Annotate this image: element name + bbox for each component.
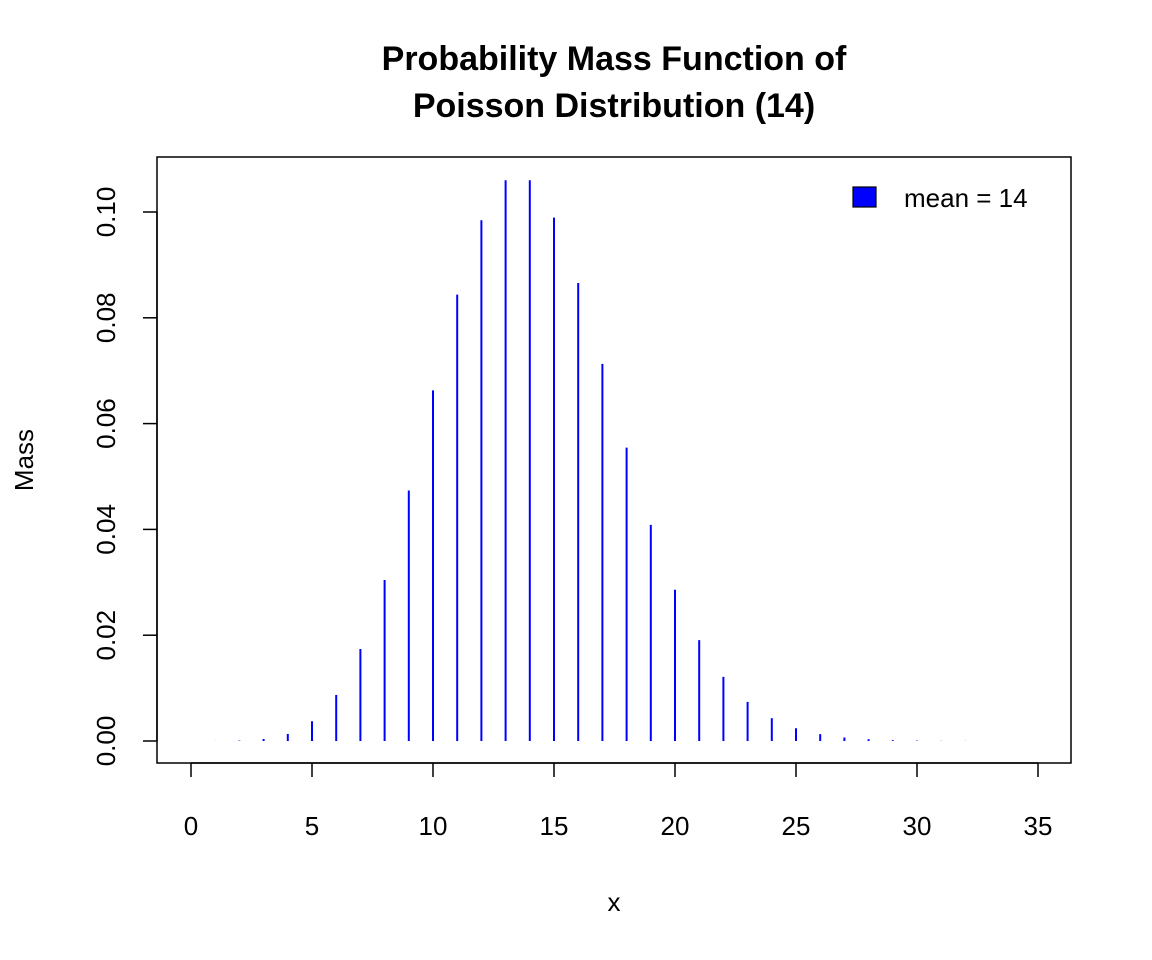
x-tick-label: 25 [782,811,811,841]
x-axis-label: x [608,887,621,917]
x-tick-label: 35 [1024,811,1053,841]
legend: mean = 14 [852,183,1028,213]
y-tick-label: 0.02 [91,610,121,661]
chart-title-line-2: Poisson Distribution (14) [413,87,815,125]
y-axis-label: Mass [9,429,39,491]
x-tick-label: 0 [184,811,198,841]
x-tick-label: 10 [419,811,448,841]
chart-title-line-1: Probability Mass Function of [382,40,847,78]
y-tick-label: 0.08 [91,292,121,343]
legend-label: mean = 14 [904,183,1028,213]
x-tick-label: 5 [305,811,319,841]
y-tick-label: 0.00 [91,716,121,767]
y-tick-label: 0.06 [91,398,121,449]
x-tick-label: 30 [903,811,932,841]
x-tick-label: 15 [540,811,569,841]
y-tick-label: 0.10 [91,187,121,238]
y-tick-label: 0.04 [91,504,121,555]
legend-swatch [852,186,877,208]
x-tick-label: 20 [661,811,690,841]
